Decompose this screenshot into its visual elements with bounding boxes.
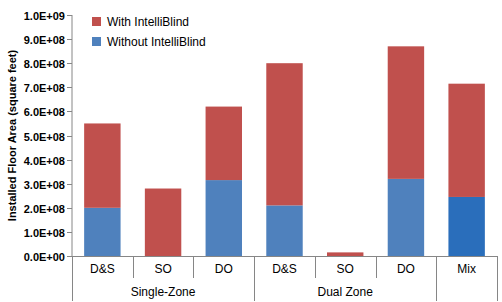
bar [388, 46, 424, 179]
y-tick-label: 1.0E+08 [24, 227, 65, 239]
bar [145, 189, 181, 256]
y-tick [67, 136, 72, 137]
bar [327, 252, 363, 256]
group-divider [254, 256, 255, 301]
category-tick [315, 256, 316, 278]
y-tick-label: 6.0E+08 [24, 106, 65, 118]
category-label: DO [215, 262, 233, 276]
category-label: D&S [90, 262, 115, 276]
y-tick-label: 9.0E+08 [24, 34, 65, 46]
bar [84, 208, 120, 256]
y-tick-label: 7.0E+08 [24, 82, 65, 94]
legend-swatch [92, 17, 101, 26]
y-tick-label: 4.0E+08 [24, 155, 65, 167]
y-tick-label: 0.0E+00 [24, 251, 65, 263]
y-tick-label: 3.0E+08 [24, 179, 65, 191]
bars [84, 46, 485, 256]
y-tick-label: 1.0E+09 [24, 10, 65, 22]
y-tick [67, 15, 72, 16]
bar [266, 205, 302, 256]
group-label: Single-Zone [131, 285, 196, 299]
y-tick [67, 111, 72, 112]
legend: With IntelliBlind Without IntelliBlind [92, 15, 206, 49]
y-tick-label: 8.0E+08 [24, 58, 65, 70]
legend-label: With IntelliBlind [107, 15, 189, 29]
y-tick [67, 63, 72, 64]
bar [448, 84, 484, 197]
bar [266, 63, 302, 205]
y-tick [67, 208, 72, 209]
legend-swatch [92, 37, 101, 46]
y-axis-title: Installed Floor Area (square feet) [6, 49, 18, 221]
category-label: Mix [457, 262, 476, 276]
y-tick-label: 2.0E+08 [24, 203, 65, 215]
bar [448, 197, 484, 256]
bar [206, 180, 242, 256]
y-axis [72, 15, 73, 256]
group-divider [436, 256, 437, 301]
category-label: DO [397, 262, 415, 276]
chart: 0.0E+00 1.0E+08 2.0E+08 3.0E+08 4.0E+08 5.0E+… [0, 0, 502, 302]
legend-label: Without IntelliBlind [107, 35, 206, 49]
y-tick [67, 256, 72, 257]
bar [206, 107, 242, 181]
category-tick [193, 256, 194, 278]
category-tick [133, 256, 134, 278]
group-label: Dual Zone [318, 285, 374, 299]
category-label: SO [154, 262, 171, 276]
bar [388, 179, 424, 256]
group-divider [72, 256, 73, 301]
y-tick [67, 184, 72, 185]
bar [84, 123, 120, 207]
category-tick [376, 256, 377, 278]
y-tick-label: 5.0E+08 [24, 131, 65, 143]
group-divider [497, 256, 498, 301]
category-label: D&S [272, 262, 297, 276]
category-label: SO [337, 262, 354, 276]
x-axis [72, 256, 497, 257]
y-tick [67, 87, 72, 88]
y-tick [67, 39, 72, 40]
y-tick [67, 232, 72, 233]
y-tick [67, 160, 72, 161]
